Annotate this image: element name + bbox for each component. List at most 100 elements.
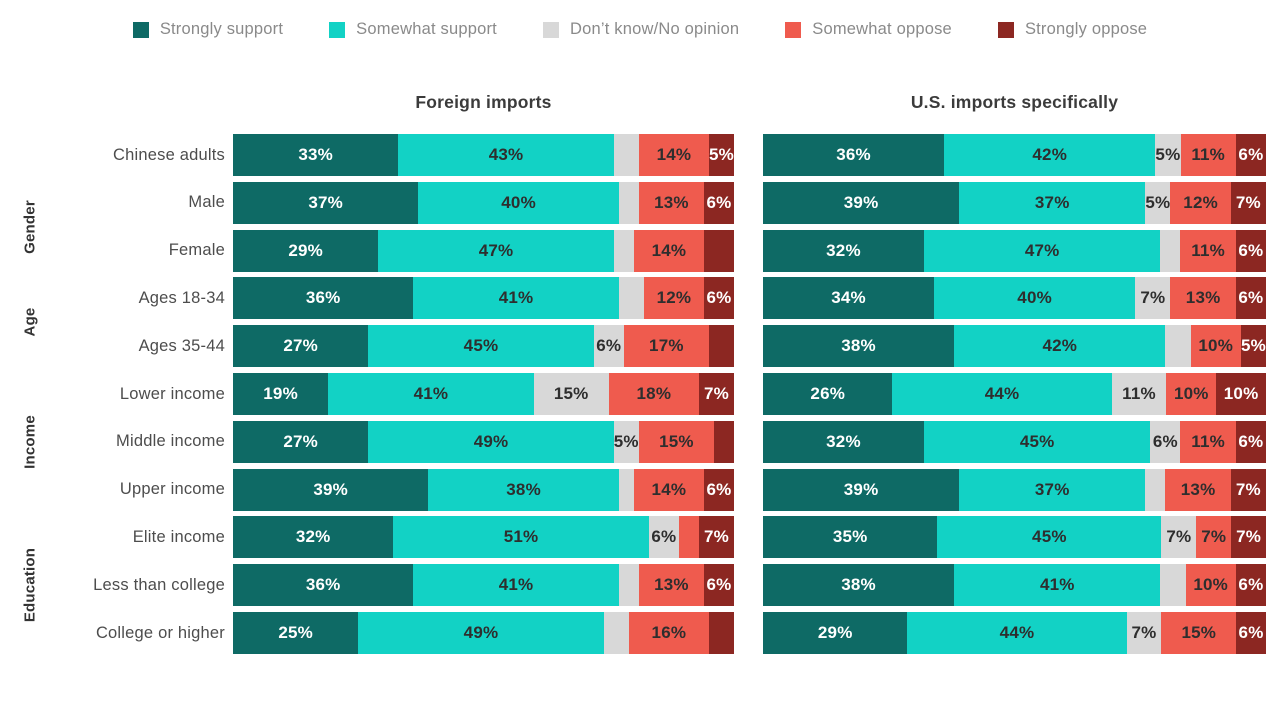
segment-value-label: 6% [706, 575, 732, 595]
bar-segment-strongly-oppose: 6% [1236, 612, 1266, 654]
bar-segment-strongly-oppose: 6% [1235, 229, 1266, 272]
bar-segment-strongly-support: 25% [233, 612, 359, 654]
bar-segment-strongly-oppose: 6% [1235, 420, 1266, 463]
segment-value-label: 40% [1017, 288, 1052, 308]
bar-segment-strongly-support: 26% [763, 373, 893, 415]
bar-segment-strongly-support: 37% [233, 181, 419, 224]
bar-segment-strongly-oppose [713, 420, 734, 463]
bar-segment-somewhat-oppose: 7% [1196, 516, 1232, 559]
bar-segment-strongly-support: 32% [763, 420, 924, 463]
bar-segment-strongly-oppose [708, 325, 734, 368]
bar-segment-strongly-support: 36% [233, 277, 414, 320]
stacked-bar: 29% 44% 7% 15% 6% [763, 612, 1266, 654]
segment-value-label: 14% [651, 479, 687, 499]
segment-value-label: 45% [463, 336, 499, 356]
chart-row: Chinese adults 33% 43% 14% 5% 36% 42% 5% 11% 6% [0, 134, 1280, 176]
segment-value-label: 6% [706, 479, 732, 499]
stacked-bar: 25% 49% 16% [233, 612, 734, 654]
segment-value-label: 25% [278, 623, 313, 642]
segment-value-label: 6% [706, 192, 732, 212]
bar-segment-somewhat-oppose: 13% [1170, 277, 1236, 320]
bar-segment-strongly-oppose: 6% [1235, 134, 1267, 176]
bar-segment-don-t-know-no-opinion: 5% [1145, 181, 1171, 224]
segment-value-label: 7% [703, 384, 729, 403]
row-label: Lower income [119, 384, 225, 403]
row-label: College or higher [95, 623, 225, 642]
segment-value-label: 29% [817, 623, 853, 642]
bar-segment-strongly-oppose: 6% [703, 468, 734, 511]
stacked-bar: 38% 42% 10% 5% [763, 325, 1267, 368]
chart-row: Male 37% 40% 13% 6% 39% 37% 5% 12% 7% [0, 181, 1280, 224]
bar-segment-somewhat-support: 40% [418, 181, 619, 224]
segment-value-label: 27% [283, 336, 318, 356]
bar-segment-strongly-oppose: 5% [1240, 325, 1267, 368]
chart-row: Middle income 27% 49% 5% 15% 32% 45% 6% 11% 6% [0, 420, 1280, 463]
stacked-bar: 37% 40% 13% 6% [233, 181, 735, 224]
bar-segment-somewhat-oppose: 12% [1170, 181, 1231, 224]
segment-value-label: 6% [1238, 431, 1264, 451]
bar-segment-somewhat-support: 38% [428, 468, 619, 511]
bar-segment-strongly-support: 27% [233, 420, 369, 463]
chart-row: College or higher 25% 49% 16% 29% 44% 7% 15% 6% [0, 612, 1280, 654]
bar-segment-don-t-know-no-opinion [603, 612, 629, 654]
legend-label: Somewhat support [356, 20, 497, 38]
bar-segment-somewhat-support: 44% [892, 373, 1112, 415]
segment-value-label: 29% [288, 240, 323, 260]
chart-row: Less than college 36% 41% 13% 6% 38% 41% 10% 6% [0, 564, 1280, 607]
stacked-bar: 26% 44% 11% 10% 10% [763, 373, 1266, 415]
segment-value-label: 44% [999, 623, 1035, 642]
stacked-bar: 36% 41% 13% 6% [233, 564, 734, 607]
row-label: Middle income [116, 432, 225, 451]
bar-segment-strongly-support: 39% [763, 181, 960, 224]
segment-value-label: 39% [843, 479, 879, 499]
row-label: Less than college [93, 575, 225, 594]
row-label: Upper income [119, 480, 225, 499]
bar-segment-don-t-know-no-opinion: 6% [593, 325, 624, 368]
segment-value-label: 49% [463, 623, 499, 642]
chart-row: Lower income 19% 41% 15% 18% 7% 26% 44% 11% 10% 10… [0, 373, 1280, 415]
segment-value-label: 6% [1238, 240, 1264, 260]
bar-segment-somewhat-oppose: 18% [608, 373, 699, 415]
stacked-bar: 34% 40% 7% 13% 6% [763, 277, 1266, 320]
segment-value-label: 7% [1236, 527, 1262, 547]
segment-value-label: 41% [498, 288, 534, 308]
bar-segment-somewhat-support: 51% [393, 516, 649, 559]
segment-value-label: 41% [1039, 575, 1075, 595]
bar-segment-somewhat-support: 45% [937, 516, 1162, 559]
bar-segment-strongly-support: 36% [233, 564, 414, 607]
legend-label: Strongly support [159, 20, 284, 38]
segment-value-label: 5% [613, 431, 639, 451]
segment-value-label: 7% [1235, 479, 1261, 499]
segment-value-label: 10% [1198, 336, 1234, 356]
bar-segment-somewhat-oppose: 15% [1161, 612, 1237, 654]
bar-segment-strongly-oppose: 6% [703, 181, 735, 224]
segment-value-label: 37% [308, 192, 343, 212]
bar-segment-strongly-oppose: 6% [703, 277, 734, 320]
segment-value-label: 34% [831, 288, 866, 308]
legend-item: Somewhat support [329, 20, 497, 39]
bar-segment-somewhat-support: 45% [368, 325, 594, 368]
bar-segment-somewhat-oppose: 14% [633, 229, 704, 272]
segment-value-label: 27% [283, 431, 318, 451]
segment-value-label: 44% [984, 384, 1020, 403]
stacked-bar: 36% 42% 5% 11% 6% [763, 134, 1267, 176]
segment-value-label: 43% [488, 145, 524, 164]
bar-segment-strongly-support: 38% [763, 564, 955, 607]
segment-value-label: 47% [478, 240, 514, 260]
segment-value-label: 6% [1238, 623, 1264, 642]
bar-segment-don-t-know-no-opinion: 7% [1126, 612, 1162, 654]
bar-segment-somewhat-support: 41% [328, 373, 534, 415]
bar-segment-somewhat-oppose [678, 516, 699, 559]
panel-title-foreign-imports: Foreign imports [415, 92, 552, 112]
segment-value-label: 15% [1181, 623, 1217, 642]
bar-segment-strongly-oppose: 5% [708, 134, 734, 176]
bar-segment-somewhat-oppose: 11% [1180, 420, 1236, 463]
bar-segment-don-t-know-no-opinion [1160, 229, 1181, 272]
bar-segment-somewhat-support: 49% [368, 420, 614, 463]
segment-value-label: 6% [1238, 288, 1264, 308]
row-label: Chinese adults [113, 145, 225, 164]
legend-swatch-icon [132, 21, 149, 38]
legend-label: Don’t know/No opinion [569, 20, 740, 38]
bar-segment-strongly-support: 19% [233, 373, 329, 415]
